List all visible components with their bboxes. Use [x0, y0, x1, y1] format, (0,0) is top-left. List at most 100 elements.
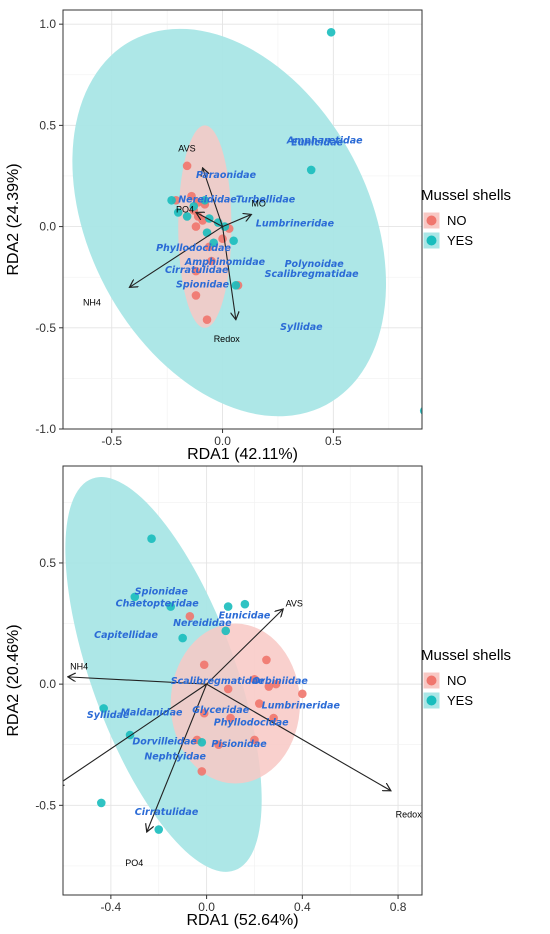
data-point-yes — [240, 599, 250, 609]
vector-arrow-mo — [63, 683, 207, 786]
data-point-no — [191, 291, 201, 300]
data-point-no — [182, 161, 192, 171]
y-tick-label: 0.5 — [39, 118, 56, 132]
data-point-yes — [197, 738, 207, 747]
x-tick-label: -0.5 — [101, 434, 122, 448]
data-point-no — [199, 708, 209, 718]
vector-label: Redox — [214, 334, 241, 344]
data-point-no — [199, 660, 209, 670]
data-point-no — [185, 611, 195, 621]
vector-arrow-avs — [206, 609, 284, 685]
data-point-no — [264, 682, 274, 691]
vector-arrow-po4 — [147, 683, 208, 832]
y-tick-label: 0.0 — [39, 677, 56, 691]
data-point-yes — [154, 825, 164, 834]
species-label: Orbiniidae — [252, 676, 308, 687]
legend-title: Mussel shells — [421, 647, 511, 664]
x-axis-title: RDA1 (52.64%) — [186, 912, 298, 929]
vector-label: AVS — [178, 144, 195, 154]
vector-label: AVS — [286, 599, 303, 609]
legend-key-dot — [426, 235, 437, 246]
y-tick-label: -1.0 — [35, 422, 56, 436]
species-label: Syllidae — [87, 710, 130, 721]
data-point-yes — [147, 534, 156, 544]
species-label: Glyceridae — [192, 705, 249, 716]
vector-arrow-redox — [222, 226, 236, 320]
rda-panel-2: Spionidae Chaetopteridae EunicidaeNereidid… — [5, 465, 511, 929]
species-label: Lumbrineridae — [256, 219, 335, 230]
data-point-no — [298, 689, 307, 699]
vector-arrow-redox — [206, 683, 391, 791]
data-point-yes — [173, 208, 183, 217]
species-label: Phyllodocidae — [156, 243, 231, 254]
data-point-yes — [209, 238, 218, 248]
vector-arrow-mo — [222, 214, 252, 228]
vector-arrow-nh4 — [129, 226, 223, 288]
legend-title: Mussel shells — [421, 187, 511, 204]
data-point-yes — [202, 228, 212, 237]
data-point-no — [250, 735, 259, 745]
panel-border — [62, 465, 423, 896]
species-label: Spionidae — [135, 586, 189, 597]
species-label: Lumbrineridae — [262, 700, 341, 711]
species-label: Eunicidae — [219, 611, 271, 622]
y-axis-title: RDA2 (24.39%) — [5, 163, 22, 275]
vector-label: NH4 — [83, 298, 101, 308]
data-point-yes — [223, 602, 233, 611]
data-point-no — [226, 713, 235, 723]
species-label: Chaetopteridae — [116, 599, 200, 610]
species-label: Phyllodocidae — [214, 717, 289, 728]
species-label: Polynoidae — [285, 259, 345, 270]
species-label: Nephtyidae — [144, 751, 206, 762]
vector-label: MO — [251, 198, 266, 208]
data-point-no — [223, 684, 233, 694]
y-tick-label: 0.5 — [39, 556, 56, 570]
x-tick-label: 0.5 — [325, 434, 342, 448]
data-point-no — [191, 266, 201, 276]
data-point-yes — [200, 195, 210, 205]
panel-border — [62, 9, 423, 430]
vector-arrow-avs — [203, 168, 224, 227]
legend-key-no — [422, 671, 441, 690]
data-point-no — [271, 679, 281, 689]
species-label: Dorvilleidae — [132, 737, 197, 748]
legend: Mussel shells NO YES — [421, 187, 511, 250]
species-label: Syllidae — [280, 322, 323, 333]
legend-key-dot — [426, 695, 437, 706]
species-label: Turbellidae — [236, 194, 296, 205]
data-point-no — [197, 767, 207, 776]
species-label: Maldanidae — [120, 708, 183, 719]
legend-label-no: NO — [447, 673, 467, 688]
data-point-yes — [229, 236, 238, 246]
data-point-no — [187, 191, 196, 201]
species-label: Paraonidae — [196, 170, 257, 181]
species-label: Nereididae — [178, 194, 237, 205]
vector-label: PO4 — [176, 204, 194, 214]
legend-key-no — [422, 211, 441, 230]
data-point-no — [202, 315, 212, 324]
data-point-yes — [419, 407, 422, 415]
species-label: Scalibregmatidae — [171, 676, 265, 687]
data-point-yes — [130, 592, 140, 602]
data-point-yes — [178, 633, 187, 643]
confidence-ellipse-no — [178, 125, 232, 328]
legend-key-dot — [426, 215, 437, 226]
legend-label-yes: YES — [447, 693, 473, 708]
data-point-yes — [326, 27, 336, 37]
data-point-yes — [182, 212, 192, 221]
species-label: Cirratulidae — [135, 807, 199, 818]
data-point-yes — [167, 195, 176, 205]
data-point-yes — [166, 602, 175, 611]
vector-arrow-po4 — [196, 212, 223, 228]
species-label: Capitellidae — [94, 630, 158, 641]
x-tick-label: -0.4 — [101, 900, 122, 914]
x-axis-title: RDA1 (42.11%) — [187, 446, 298, 463]
species-label: Amphinomidae — [184, 257, 266, 268]
y-tick-label: -0.5 — [35, 321, 56, 335]
vector-label: PO4 — [125, 858, 143, 868]
x-tick-label: 0.0 — [198, 900, 215, 914]
plot-area: Spionidae Chaetopteridae EunicidaeNereidid… — [63, 477, 422, 872]
